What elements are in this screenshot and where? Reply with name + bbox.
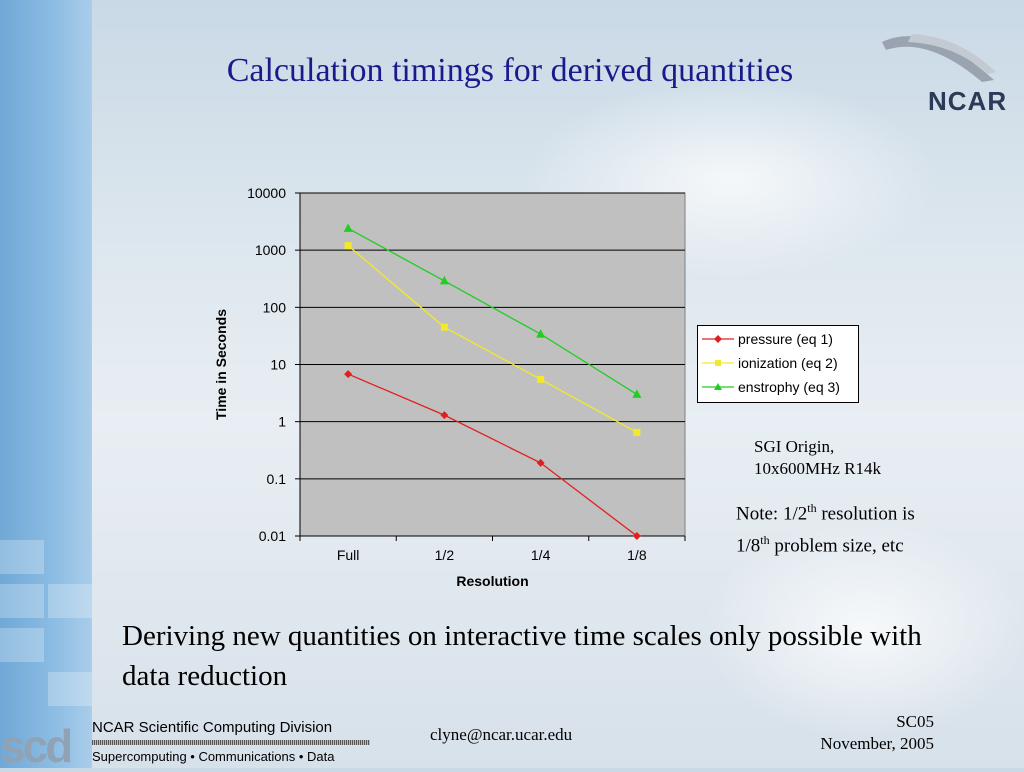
data-point — [440, 323, 448, 331]
note-superscript: th — [807, 501, 817, 515]
data-point — [344, 242, 352, 250]
sidebar-decoration — [0, 540, 92, 710]
footer-event: SC05 — [896, 712, 934, 731]
scd-logo-text: scd — [0, 720, 73, 772]
data-point — [632, 389, 642, 398]
x-tick-label: 1/8 — [627, 547, 647, 563]
data-point — [344, 370, 353, 379]
machine-note: SGI Origin, 10x600MHz R14k — [754, 436, 881, 480]
resolution-note: Note: 1/2th resolution is 1/8th problem … — [736, 495, 915, 560]
footer-event-info: SC05 November, 2005 — [820, 711, 934, 755]
footer-divider — [92, 740, 370, 745]
series-line — [347, 227, 638, 395]
series-line — [347, 245, 638, 433]
main-statement: Deriving new quantities on interactive t… — [122, 620, 922, 692]
machine-note-line1: SGI Origin, — [754, 437, 835, 456]
data-point — [536, 458, 545, 467]
data-point — [439, 275, 449, 285]
data-point — [343, 223, 353, 232]
data-point — [537, 375, 545, 383]
data-point — [440, 411, 449, 420]
footer-date: November, 2005 — [820, 734, 934, 753]
y-axis-ticks: 10000 1000 100 10 1 0.1 0.01 — [247, 185, 301, 544]
note-part: Note: 1/2 — [736, 503, 808, 525]
y-tick-label: 0.01 — [259, 528, 286, 544]
slide-title: Calculation timings for derived quantiti… — [226, 52, 794, 89]
legend-item-pressure: pressure (eq 1) — [702, 329, 856, 351]
data-point — [633, 428, 641, 436]
y-tick-label: 100 — [263, 299, 287, 315]
x-axis-label: Resolution — [456, 573, 528, 589]
y-tick-label: 10 — [270, 357, 286, 373]
legend-item-ionization: ionization (eq 2) — [702, 353, 856, 375]
series-line — [347, 373, 638, 537]
x-axis-ticks: Full 1/2 1/4 1/8 — [299, 535, 686, 563]
ncar-logo-icon — [882, 34, 996, 82]
data-point — [536, 329, 546, 338]
machine-note-line2: 10x600MHz R14k — [754, 459, 882, 478]
footer-tagline: Supercomputing • Communications • Data — [92, 749, 335, 764]
legend-label: ionization (eq 2) — [738, 355, 838, 371]
y-axis-label: Time in Seconds — [213, 309, 229, 420]
x-tick-label: 1/4 — [531, 547, 551, 563]
legend-item-enstrophy: enstrophy (eq 3) — [702, 377, 856, 399]
footer-email: clyne@ncar.ucar.edu — [430, 725, 573, 744]
legend-label: enstrophy (eq 3) — [738, 379, 840, 395]
cloud-decoration — [700, 520, 1024, 740]
footer-division: NCAR Scientific Computing Division — [92, 719, 333, 736]
note-part: resolution is — [816, 503, 915, 525]
y-tick-label: 1000 — [255, 242, 286, 258]
sidebar-stripe — [0, 0, 92, 768]
note-part: problem size, etc — [769, 535, 904, 557]
data-point — [632, 532, 641, 540]
legend-label: pressure (eq 1) — [738, 331, 833, 347]
logo-text: NCAR — [928, 86, 1008, 116]
y-tick-label: 0.1 — [267, 471, 287, 487]
timing-chart: 10000 1000 100 10 1 0.1 0.01 Full 1/2 1/4 1/8 Tim… — [213, 185, 686, 589]
note-part: 1/8 — [736, 535, 761, 557]
y-tick-label: 1 — [278, 414, 286, 430]
note-superscript: th — [760, 533, 770, 548]
y-tick-label: 10000 — [247, 185, 286, 201]
chart-legend: pressure (eq 1) ionization (eq 2) enstro… — [697, 325, 859, 403]
x-tick-label: Full — [337, 547, 360, 563]
series-lines — [343, 223, 642, 540]
x-tick-label: 1/2 — [435, 547, 455, 563]
